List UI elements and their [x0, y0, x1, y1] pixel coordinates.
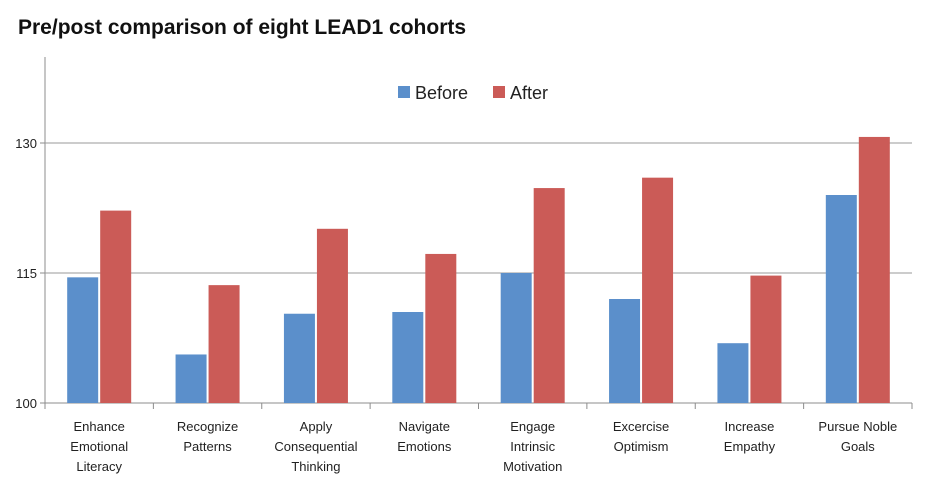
bar-before: [392, 312, 424, 403]
x-tick-label: Engage Intrinsic Motivation: [503, 419, 562, 474]
x-tick-label: Pursue Noble Goals: [818, 419, 897, 454]
legend-swatch-before: [398, 86, 410, 98]
legend-swatch-after: [493, 86, 505, 98]
bar-after: [533, 188, 565, 403]
bar-after: [100, 210, 132, 403]
bar-before: [500, 273, 532, 403]
bar-after: [642, 177, 674, 403]
chart-title: Pre/post comparison of eight LEAD1 cohor…: [18, 16, 467, 39]
bar-after: [208, 285, 240, 403]
bar-before: [717, 343, 749, 403]
x-tick-label: Recognize Patterns: [177, 419, 238, 454]
bar-before: [283, 313, 315, 403]
bar-before: [175, 354, 207, 403]
x-tick-label: Apply Consequential Thinking: [274, 419, 357, 474]
x-tick-label: Excercise Optimism: [613, 419, 669, 454]
y-tick-label: 130: [15, 136, 37, 151]
bar-after: [858, 136, 890, 403]
bar-after: [316, 228, 348, 403]
bar-after: [425, 253, 457, 403]
bar-before: [67, 277, 99, 403]
legend-label-before: Before: [415, 83, 468, 103]
bar-before: [825, 195, 857, 403]
x-tick-label: Navigate Emotions: [397, 419, 452, 454]
bar-after: [750, 275, 782, 403]
bar-before: [609, 299, 641, 403]
y-tick-label: 100: [15, 396, 37, 411]
x-tick-label: Enhance Emotional Literacy: [70, 419, 128, 474]
y-tick-label: 115: [16, 266, 37, 281]
x-tick-label: Increase Empathy: [724, 419, 776, 454]
legend-label-after: After: [510, 83, 548, 103]
